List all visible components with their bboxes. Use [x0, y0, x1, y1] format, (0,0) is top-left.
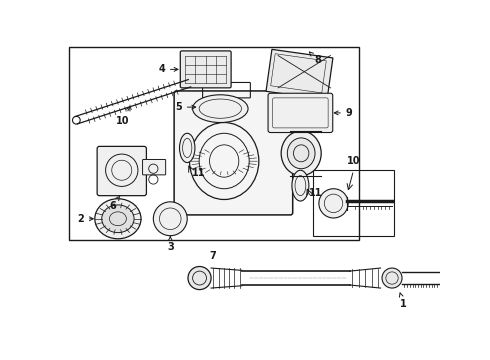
Bar	[69, 47, 359, 239]
Text: 11: 11	[192, 168, 205, 178]
Ellipse shape	[292, 170, 309, 201]
Ellipse shape	[188, 266, 211, 289]
Bar	[314, 170, 393, 236]
FancyBboxPatch shape	[180, 51, 231, 88]
Text: 6: 6	[109, 196, 120, 211]
Text: 9: 9	[334, 108, 353, 118]
Ellipse shape	[95, 199, 141, 239]
Text: 10: 10	[347, 156, 360, 166]
FancyBboxPatch shape	[268, 93, 333, 132]
Ellipse shape	[102, 205, 134, 233]
FancyBboxPatch shape	[143, 159, 166, 175]
FancyBboxPatch shape	[97, 147, 147, 195]
Text: 11: 11	[309, 188, 322, 198]
Ellipse shape	[319, 189, 348, 218]
Text: 3: 3	[167, 236, 173, 252]
Ellipse shape	[281, 131, 321, 176]
Text: 1: 1	[399, 293, 407, 309]
Text: 2: 2	[77, 214, 93, 224]
Ellipse shape	[287, 138, 315, 169]
FancyBboxPatch shape	[174, 91, 293, 215]
Ellipse shape	[153, 202, 187, 236]
Polygon shape	[266, 49, 333, 100]
Ellipse shape	[179, 133, 195, 163]
Ellipse shape	[382, 268, 402, 288]
Ellipse shape	[193, 95, 248, 122]
Text: 4: 4	[158, 64, 178, 75]
Text: 8: 8	[309, 52, 321, 65]
Text: 10: 10	[116, 107, 130, 126]
Text: 5: 5	[175, 102, 196, 112]
Text: 7: 7	[209, 251, 216, 261]
